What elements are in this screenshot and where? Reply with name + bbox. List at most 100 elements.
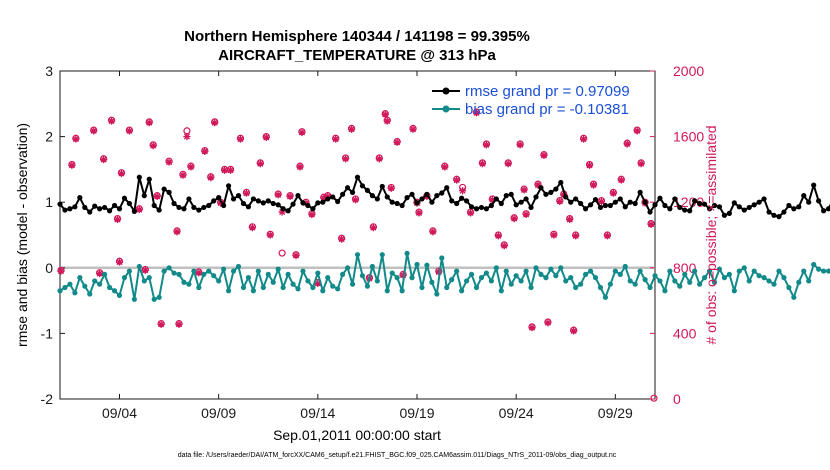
obs-assimilated-marker: [145, 119, 153, 127]
obs-assimilated-marker: [68, 161, 76, 169]
bias-point: [131, 296, 137, 302]
bias-point: [225, 288, 232, 294]
obs-assimilated-marker: [589, 181, 598, 189]
obs-assimilated-marker: [500, 242, 508, 250]
bias-point: [746, 278, 752, 284]
bias-point: [354, 252, 361, 258]
bias-point: [161, 268, 167, 274]
obs-assimilated-marker: [175, 320, 183, 328]
obs-assimilated-marker: [298, 128, 306, 137]
rmse-point: [617, 196, 623, 202]
rmse-point: [364, 187, 371, 193]
x-axis: 09/04 09/09 09/14 09/19 09/24 09/29: [102, 71, 633, 421]
bias-point: [310, 284, 316, 291]
obs-assimilated-marker: [560, 191, 568, 199]
rmse-point: [399, 202, 405, 209]
rmse-point: [627, 199, 633, 205]
obs-assimilated-marker: [292, 251, 300, 260]
rmse-point: [92, 203, 98, 209]
bias-point: [344, 265, 351, 271]
bias-point: [816, 266, 822, 272]
obs-assimilated-marker: [278, 208, 286, 216]
bias-point: [711, 279, 718, 285]
rmse-point: [741, 207, 747, 213]
obs-assimilated-marker: [544, 319, 552, 327]
x-tick-label: 09/19: [399, 405, 434, 421]
rmse-point: [825, 206, 830, 212]
rmse-point: [523, 196, 529, 202]
rmse-point: [240, 200, 247, 207]
obs-assimilated-marker: [453, 176, 461, 184]
rmse-point: [647, 209, 653, 215]
bias-point: [612, 268, 618, 274]
bias-point: [429, 279, 435, 285]
bias-point: [121, 275, 128, 281]
bias-point: [434, 291, 440, 297]
rmse-point: [731, 200, 737, 206]
bias-point: [206, 268, 212, 274]
bias-point: [622, 263, 628, 270]
y-tick-label-left: -1: [41, 325, 54, 341]
bias-point: [156, 294, 162, 300]
obs-assimilated-marker: [135, 205, 143, 214]
rmse-point: [379, 183, 385, 190]
rmse-point: [389, 199, 395, 205]
rmse-point: [811, 182, 817, 188]
rmse-point: [211, 198, 217, 204]
rmse-point: [330, 194, 336, 200]
rmse-point: [667, 206, 673, 212]
rmse-point: [622, 204, 628, 210]
bias-point: [285, 271, 291, 277]
bias-point: [677, 283, 683, 289]
rmse-point: [310, 206, 316, 212]
rmse-point: [419, 196, 425, 202]
obs-assimilated-marker: [226, 166, 235, 174]
bias-point: [766, 278, 772, 284]
bias-point: [201, 271, 207, 277]
y-tick-label-right: 2000: [673, 63, 704, 79]
rmse-point: [265, 198, 271, 204]
y-tick-label-left: -2: [41, 391, 54, 407]
bias-point: [136, 263, 142, 270]
series-bias: [57, 250, 830, 302]
y-axis-left: -2 -1 0 1 2 3: [41, 63, 65, 407]
bias-point: [181, 279, 187, 285]
x-tick-label: 09/14: [300, 405, 335, 421]
bias-point: [503, 268, 509, 274]
obs-assimilated-marker: [387, 184, 395, 192]
rmse-point: [513, 202, 519, 208]
rmse-point: [553, 186, 559, 192]
obs-assimilated-marker: [342, 155, 350, 163]
x-tick-label: 09/29: [598, 405, 633, 421]
obs-assimilated-marker: [117, 169, 126, 178]
bias-point: [325, 275, 331, 281]
bias-point: [116, 292, 123, 298]
obs-assimilated-marker: [115, 258, 124, 266]
bias-point: [473, 284, 480, 291]
bias-point: [374, 278, 380, 284]
obs-assimilated-marker: [149, 142, 157, 150]
rmse-point: [473, 206, 480, 212]
y-axis-label-right: # of obs: o=possible; ×=assimilated: [703, 125, 719, 344]
bias-point: [305, 278, 311, 284]
rmse-point: [434, 193, 440, 199]
bias-point: [439, 255, 445, 261]
rmse-point: [106, 208, 113, 214]
rmse-point: [662, 202, 668, 209]
bias-point: [672, 278, 678, 284]
rmse-point: [746, 204, 752, 211]
bias-point: [587, 268, 594, 274]
bias-point: [295, 286, 301, 292]
bias-point: [92, 278, 98, 284]
obs-assimilated-marker: [393, 138, 401, 146]
rmse-point: [374, 196, 380, 202]
bias-point: [463, 278, 470, 284]
rmse-point: [206, 202, 212, 209]
obs-assimilated-marker: [510, 215, 518, 223]
y-axis-label-left: rmse and bias (model - observation): [14, 123, 30, 347]
obs-assimilated-marker: [478, 160, 487, 168]
rmse-point: [796, 204, 802, 210]
x-tick-label: 09/24: [499, 405, 534, 421]
rmse-point: [597, 204, 604, 211]
y-tick-label-left: 1: [45, 194, 53, 210]
